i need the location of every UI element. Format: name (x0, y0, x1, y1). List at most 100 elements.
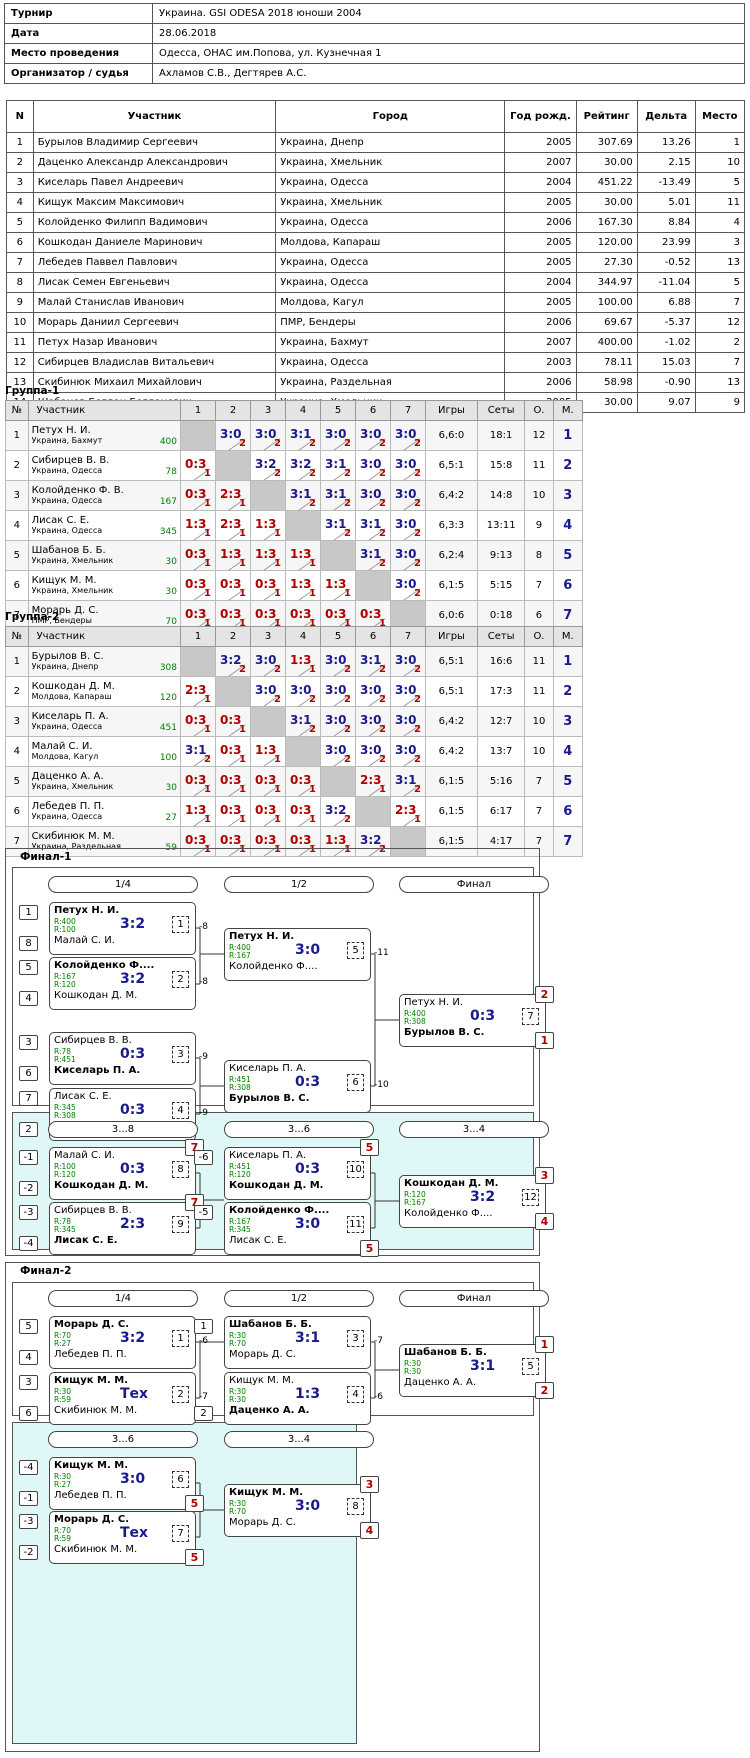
self-cell (390, 826, 426, 857)
match-points: 1 (274, 527, 281, 539)
group-row: 4 Малай С. И. Молдова, Кагул 100 3:1 2 0:3 1 1:3… (5, 736, 584, 767)
match-result: 1:3 1 (321, 828, 355, 857)
match-player-1: Малай С. И. (54, 1150, 115, 1161)
score-cell: 1:3 1 (320, 826, 356, 857)
match-points: 1 (204, 843, 211, 855)
match-result: 3:0 2 (391, 738, 425, 767)
bracket-match[interactable]: Малай С. И. R:100 R:120 Кошкодан Д. М. 0:3 8 (49, 1147, 196, 1200)
bracket-match[interactable]: Кищук М. М. R:30 R:30 Даценко А. А. 1:3 4 (224, 1372, 371, 1425)
group-sets: 9:13 (476, 540, 526, 571)
bracket-match[interactable]: Кищук М. М. R:30 R:70 Морарь Д. С. 3:0 8 (224, 1484, 371, 1537)
match-points: 2 (344, 437, 351, 449)
match-player-2: Кошкодан Д. М. (54, 990, 138, 1001)
seed-box: 5 (19, 960, 38, 975)
score-cell: 3:0 2 (390, 736, 426, 767)
player-name: Шабанов Б. Б. (31, 545, 106, 556)
bracket-match[interactable]: Морарь Д. С. R:70 R:59 Скибинюк М. М. Тех 7 (49, 1511, 196, 1564)
match-result: 0:3 1 (181, 482, 215, 511)
bracket-match[interactable]: Кищук М. М. R:30 R:59 Скибинюк М. М. Тех 2 (49, 1372, 196, 1425)
group-place: 5 (552, 540, 584, 571)
match-result: 3:0 2 (391, 512, 425, 541)
match-score: 3:0 (360, 426, 382, 441)
bracket-match[interactable]: Киселарь П. А. R:451 R:308 Бурылов В. С. 0:3… (224, 1060, 371, 1113)
match-points: 2 (379, 723, 386, 735)
group-player: Колойденко Ф. В. Украина, Одесса 167 (27, 480, 182, 511)
group-row: 1 Бурылов В. С. Украина, Днепр 308 3:2 2 3:0 2 1… (5, 646, 584, 677)
match-result: 0:3 1 (251, 768, 285, 797)
group-games: 6,1:5 (425, 796, 478, 827)
table-row: 2 Даценко Александр Александрович Украина,… (6, 152, 746, 173)
match-score: 0:3 (255, 606, 277, 621)
match-number: 2 (172, 971, 189, 988)
group-column-header: Сеты (476, 626, 526, 647)
match-score: 1:3 (290, 576, 312, 591)
bracket-match[interactable]: Сибирцев В. В. R:78 R:345 Лисак С. Е. 2:3 9 (49, 1202, 196, 1255)
match-score: 3:0 (395, 516, 417, 531)
match-score: 3:2 (120, 971, 146, 987)
match-result: 3:0 2 (356, 452, 390, 481)
bracket-match[interactable]: Кошкодан Д. М. R:120 R:167 Колойденко Ф....… (399, 1175, 546, 1228)
match-points: 2 (414, 527, 421, 539)
bracket-match[interactable]: Петух Н. И. R:400 R:100 Малай С. И. 3:2 1 (49, 902, 196, 955)
match-number: 6 (172, 1471, 189, 1488)
seed-box: 6 (19, 1066, 38, 1081)
score-cell: 2:3 1 (355, 766, 391, 797)
group-sets: 4:17 (476, 826, 526, 857)
match-score: 0:3 (185, 576, 207, 591)
group-column-header: № (5, 400, 29, 421)
match-score: 1:3 (290, 546, 312, 561)
match-result: 0:3 1 (216, 738, 250, 767)
score-cell: 0:3 1 (215, 826, 251, 857)
participants-table: N Участник Город Год рожд. Рейтинг Дельта Мест… (6, 100, 746, 413)
bracket-match[interactable]: Сибирцев В. В. R:78 R:451 Киселарь П. А. 0:3… (49, 1032, 196, 1085)
match-points: 1 (204, 527, 211, 539)
info-value: Ахламов С.В., Дегтярев А.С. (152, 63, 745, 84)
match-score: 3:0 (360, 682, 382, 697)
match-score: 3:2 (120, 916, 146, 932)
seed-box: -4 (19, 1460, 38, 1475)
match-score: 3:2 (470, 1189, 496, 1205)
match-result: 0:3 1 (356, 602, 390, 631)
place-badge: 5 (185, 1495, 204, 1512)
player-rating: 27 (165, 813, 177, 823)
bracket-match[interactable]: Кищук М. М. R:30 R:27 Лебедев П. П. 3:0 6 (49, 1457, 196, 1510)
seed-box: 5 (19, 1319, 38, 1334)
player-2-rating: R:27 (54, 1480, 72, 1489)
player-name: Сибирцев В. В. (31, 455, 110, 466)
player-1-rating: R:167 (54, 972, 76, 981)
loser-destination: -10 (374, 1080, 389, 1090)
bracket-match[interactable]: Петух Н. И. R:400 R:167 Колойденко Ф.... 3:0… (224, 928, 371, 981)
match-result: 3:2 2 (251, 452, 285, 481)
match-score: 0:3 (120, 1102, 146, 1118)
place-badge: 5 (360, 1240, 379, 1257)
player-1-rating: R:30 (54, 1472, 72, 1481)
group-row-number: 3 (5, 480, 29, 511)
match-score: 3:1 (360, 546, 382, 561)
place-value: 2 (563, 684, 573, 699)
info-key: Организатор / судья (4, 63, 153, 84)
match-result: 3:0 2 (356, 708, 390, 737)
player-2-rating: R:120 (54, 1170, 76, 1179)
bracket-match[interactable]: Шабанов Б. Б. R:30 R:30 Даценко А. А. 3:1 5 (399, 1344, 546, 1397)
bracket-match[interactable]: Киселарь П. А. R:451 R:120 Кошкодан Д. М. 0:… (224, 1147, 371, 1200)
match-result: 1:3 1 (286, 572, 320, 601)
match-score: 0:3 (185, 486, 207, 501)
match-points: 2 (309, 497, 316, 509)
group-sets: 5:15 (476, 570, 526, 601)
bracket-match[interactable]: Колойденко Ф.... R:167 R:345 Лисак С. Е. 3:0… (224, 1202, 371, 1255)
match-score: 3:0 (360, 456, 382, 471)
bracket-match[interactable]: Колойденко Ф.... R:167 R:120 Кошкодан Д. М.… (49, 957, 196, 1010)
match-points: 1 (239, 753, 246, 765)
seed-box: 7 (19, 1091, 38, 1106)
bracket-match[interactable]: Петух Н. И. R:400 R:308 Бурылов В. С. 0:3 7 (399, 994, 546, 1047)
match-score: 3:0 (395, 486, 417, 501)
bracket-match[interactable]: Морарь Д. С. R:70 R:27 Лебедев П. П. 3:2 1 (49, 1316, 196, 1369)
match-score: 3:0 (325, 652, 347, 667)
player-2-rating: R:30 (404, 1367, 422, 1376)
group-games: 6,3:3 (425, 510, 478, 541)
group-row: 5 Шабанов Б. Б. Украина, Хмельник 30 0:3 1 1:3… (5, 540, 584, 571)
match-points: 1 (204, 813, 211, 825)
bracket-match[interactable]: Шабанов Б. Б. R:30 R:70 Морарь Д. С. 3:1 3 (224, 1316, 371, 1369)
match-score: 3:1 (290, 712, 312, 727)
match-points: 2 (344, 663, 351, 675)
